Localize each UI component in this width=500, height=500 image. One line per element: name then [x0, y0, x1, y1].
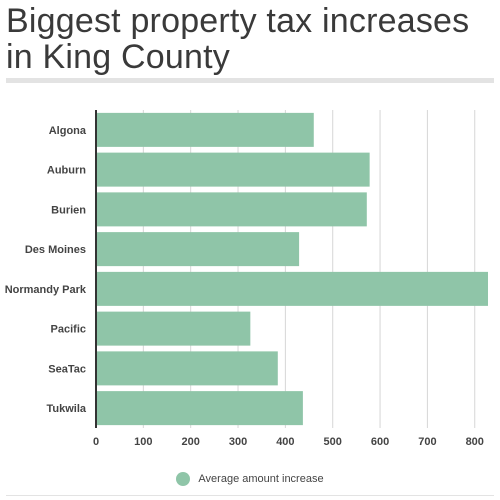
x-tick-label: 700	[418, 436, 436, 448]
bars	[97, 112, 488, 426]
bar-des-moines	[97, 232, 300, 267]
category-label: Des Moines	[25, 244, 86, 256]
category-label: Burien	[51, 204, 86, 216]
category-label: Algona	[49, 125, 87, 137]
bar-burien	[97, 192, 367, 227]
x-tick-label: 0	[93, 436, 99, 448]
x-tick-label: 600	[371, 436, 389, 448]
category-label: Tukwila	[46, 403, 86, 415]
tick-labels: 0 100 200 300 400 500 600 700 800	[93, 436, 484, 448]
x-tick-label: 100	[134, 436, 152, 448]
chart-title: Biggest property tax increases in King C…	[6, 2, 470, 76]
bar-seatac	[97, 351, 278, 386]
category-labels: Algona Auburn Burien Des Moines Normandy Par…	[5, 125, 87, 415]
category-label: Normandy Park	[5, 284, 87, 296]
x-tick-label: 500	[324, 436, 342, 448]
bar-algona	[97, 112, 314, 147]
bar-normandy-park	[97, 271, 488, 306]
title-divider	[6, 78, 494, 83]
bar-tukwila	[97, 391, 303, 426]
bottom-divider	[6, 495, 494, 496]
category-label: Pacific	[51, 324, 86, 336]
legend-label: Average amount increase	[198, 473, 324, 485]
category-label: SeaTac	[48, 363, 86, 375]
legend: Average amount increase	[0, 472, 500, 486]
x-tick-label: 800	[466, 436, 484, 448]
category-label: Auburn	[47, 165, 86, 177]
legend-swatch	[176, 472, 191, 486]
bar-chart: Algona Auburn Burien Des Moines Normandy Par…	[5, 110, 488, 448]
x-tick-label: 300	[229, 436, 247, 448]
bar-auburn	[97, 152, 370, 187]
bar-pacific	[97, 311, 251, 346]
x-tick-label: 200	[182, 436, 200, 448]
x-tick-label: 400	[276, 436, 294, 448]
